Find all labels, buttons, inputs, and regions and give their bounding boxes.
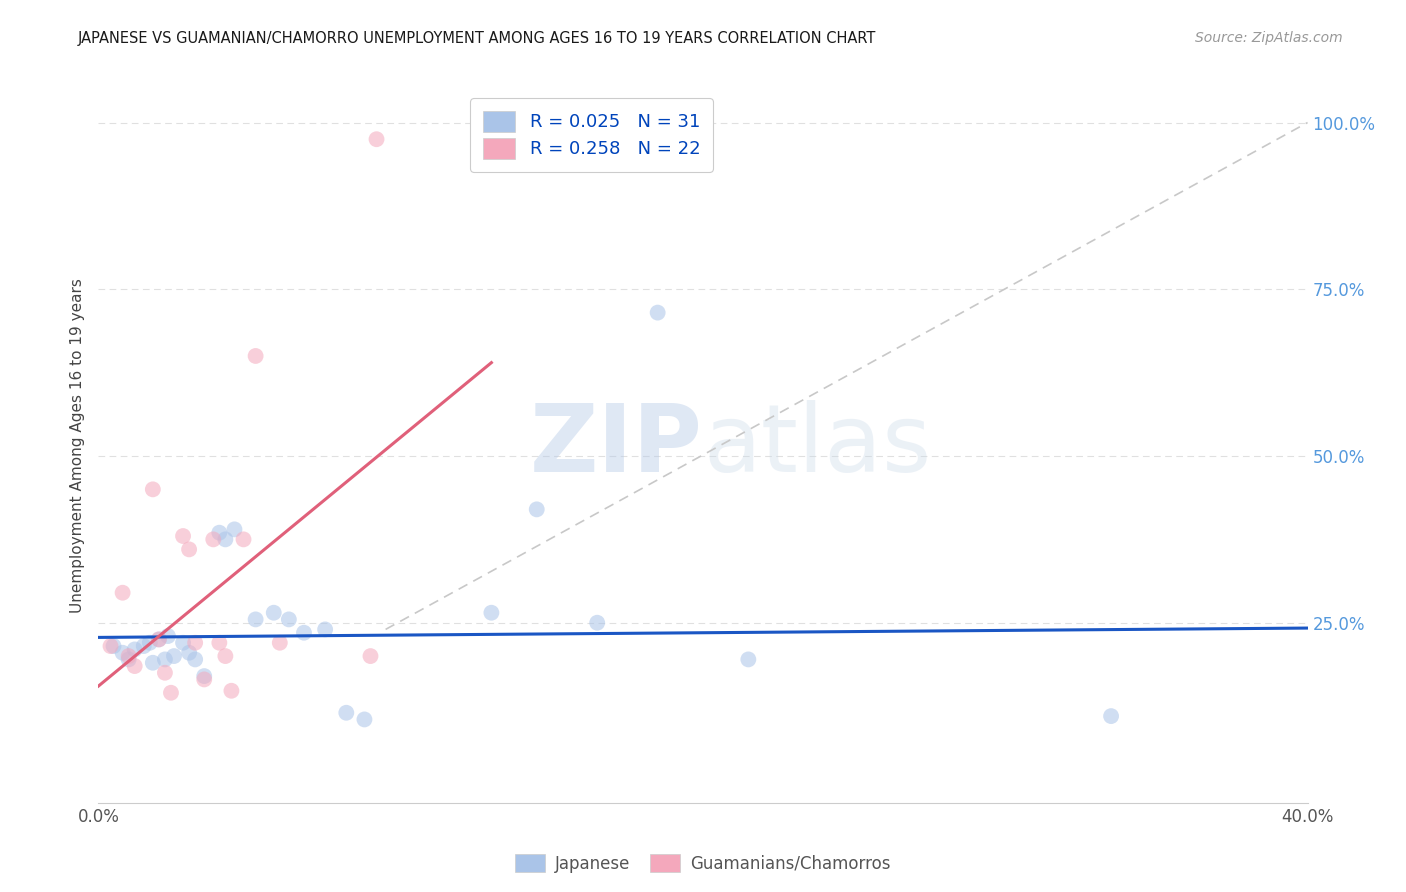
Legend: R = 0.025   N = 31, R = 0.258   N = 22: R = 0.025 N = 31, R = 0.258 N = 22 (470, 98, 713, 171)
Point (153, 652, 176, 666)
Point (224, 522, 246, 536)
Point (314, 623, 336, 637)
Point (163, 649, 186, 664)
Point (139, 636, 162, 650)
Point (208, 525, 231, 540)
Point (647, 305, 669, 319)
Legend: Japanese, Guamanians/Chamorros: Japanese, Guamanians/Chamorros (509, 847, 897, 880)
Point (245, 349, 267, 363)
Point (263, 606, 285, 620)
Point (142, 483, 165, 497)
Point (214, 649, 236, 664)
Point (184, 636, 207, 650)
Point (232, 533, 254, 547)
Point (179, 646, 201, 660)
Point (202, 533, 225, 547)
Point (184, 652, 207, 666)
Text: ZIP: ZIP (530, 400, 703, 492)
Text: atlas: atlas (703, 400, 931, 492)
Point (193, 669, 215, 683)
Point (172, 529, 194, 543)
Point (179, 542, 201, 557)
Point (335, 706, 357, 720)
Point (269, 636, 291, 650)
Point (103, 639, 125, 653)
Y-axis label: Unemployment Among Ages 16 to 19 years: Unemployment Among Ages 16 to 19 years (69, 278, 84, 614)
Point (193, 673, 215, 687)
Point (124, 659, 146, 673)
Point (221, 683, 243, 698)
Point (111, 585, 134, 599)
Point (586, 615, 609, 630)
Point (118, 652, 141, 666)
Point (1099, 709, 1122, 723)
Point (737, 652, 759, 666)
Point (214, 533, 236, 547)
Text: JAPANESE VS GUAMANIAN/CHAMORRO UNEMPLOYMENT AMONG AGES 16 TO 19 YEARS CORRELATIO: JAPANESE VS GUAMANIAN/CHAMORRO UNEMPLOYM… (77, 31, 876, 46)
Point (118, 649, 141, 664)
Point (366, 132, 388, 146)
Point (153, 665, 176, 680)
Point (277, 612, 299, 626)
Point (111, 646, 134, 660)
Point (526, 502, 548, 516)
Point (481, 606, 503, 620)
Point (124, 642, 146, 657)
Point (172, 636, 194, 650)
Point (292, 625, 315, 640)
Point (353, 713, 375, 727)
Point (156, 629, 179, 643)
Point (142, 656, 165, 670)
Text: Source: ZipAtlas.com: Source: ZipAtlas.com (1195, 31, 1343, 45)
Point (360, 649, 382, 664)
Point (148, 632, 170, 647)
Point (100, 639, 122, 653)
Point (208, 636, 231, 650)
Point (245, 612, 267, 626)
Point (132, 639, 155, 653)
Point (160, 686, 183, 700)
Point (148, 632, 170, 647)
Point (481, 132, 503, 146)
